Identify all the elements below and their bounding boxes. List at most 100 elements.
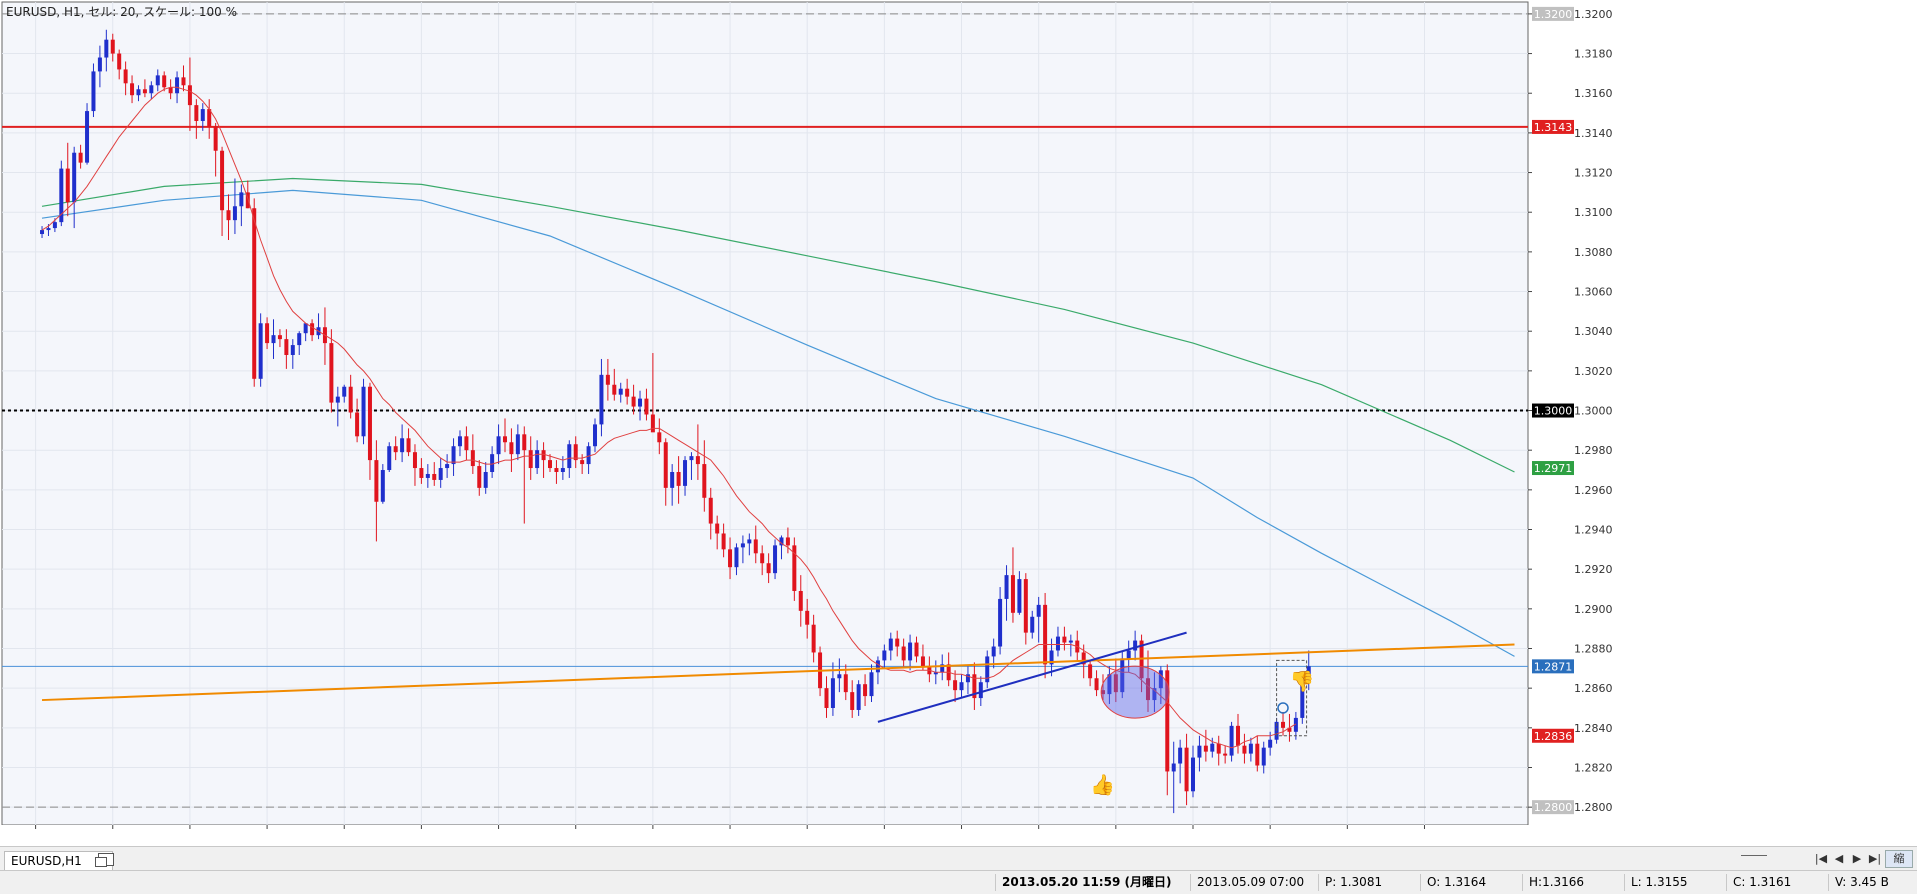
candle-body [438, 468, 443, 480]
candle-body [1165, 670, 1170, 772]
candle-body [843, 674, 848, 693]
chart-area[interactable]: 1.3200 1.3180 1.3160 1.3140 1.3120 1.3100 1.30… [0, 0, 1917, 830]
candle-body [985, 656, 990, 683]
candle-body [573, 444, 578, 461]
candle-body [168, 87, 173, 94]
candle-body [1184, 747, 1189, 792]
restore-window-icon[interactable] [95, 853, 114, 867]
y-tick-label: 1.3080 [1574, 246, 1613, 259]
candle-body [85, 111, 90, 163]
candle-body [226, 210, 231, 221]
candle-body [1287, 727, 1292, 732]
candle-body [1223, 753, 1228, 756]
candle-body [715, 523, 720, 534]
candle-body [1300, 682, 1305, 718]
candle-body [1171, 763, 1176, 772]
candle-body [1120, 658, 1125, 693]
candle-body [991, 646, 996, 657]
candle-body [695, 456, 700, 465]
candle-body [554, 468, 559, 473]
candle-body [1107, 674, 1112, 695]
candle-body [1094, 678, 1099, 691]
y-tick-label: 1.3200 [1574, 8, 1613, 21]
status-high: H:1.3166 [1522, 874, 1584, 891]
candle-body [136, 89, 141, 96]
candle-body [271, 335, 276, 344]
candle-body [162, 75, 167, 88]
candle-body [367, 386, 372, 461]
scroll-next-icon[interactable]: ▶ [1852, 852, 1862, 865]
chart-scale-icon[interactable]: 縮 [1885, 850, 1913, 868]
candle-body [110, 39, 115, 54]
candle-body [1203, 745, 1208, 752]
candle-body [689, 456, 694, 461]
candle-body [1049, 650, 1054, 665]
candle-body [612, 384, 617, 395]
candle-body [676, 472, 681, 486]
candle-body [593, 424, 598, 447]
candle-body [670, 472, 675, 488]
candle-body [837, 674, 842, 679]
candle-body [310, 323, 315, 336]
price-tag [1532, 461, 1574, 476]
candle-body [1055, 636, 1060, 651]
scroll-last-icon[interactable]: ▶| [1868, 852, 1882, 865]
candle-body [1100, 690, 1105, 695]
candle-body [728, 549, 733, 568]
trendline [877, 631, 1187, 723]
candle-body [702, 464, 707, 498]
candle-body [496, 436, 501, 455]
candle-body [412, 452, 417, 469]
candle-body [1017, 579, 1022, 613]
status-low: L: 1.3155 [1624, 874, 1688, 891]
y-tick-label: 1.2820 [1574, 761, 1613, 774]
price-tag [1532, 728, 1574, 743]
candle-body [1152, 688, 1157, 701]
candle-body [920, 656, 925, 667]
candle-body [998, 598, 1003, 647]
candle-body [149, 85, 154, 94]
candle-body [265, 323, 270, 344]
status-price: P: 1.3081 [1318, 874, 1382, 891]
candle-body [361, 386, 366, 437]
chart-tab[interactable]: EURUSD,H1 × [4, 851, 113, 870]
candle-body [580, 460, 585, 465]
candle-body [875, 660, 880, 673]
price-tag [1532, 800, 1574, 815]
candle-body [1113, 674, 1118, 693]
candle-body [451, 446, 456, 465]
candle-body [863, 684, 868, 697]
scroll-first-icon[interactable]: |◀ [1814, 852, 1828, 865]
candle-body [425, 473, 430, 478]
y-tick-label: 1.3040 [1574, 325, 1613, 338]
candle-body [1081, 652, 1086, 665]
candle-body [882, 650, 887, 661]
candle-body [548, 460, 552, 469]
candle-body [1216, 743, 1221, 754]
candle-body [78, 152, 83, 163]
candle-body [303, 323, 308, 334]
candle-body [1043, 604, 1048, 665]
candle-body [1030, 616, 1035, 633]
price-tag-label: 1.3143 [1534, 121, 1573, 134]
candle-body [1210, 743, 1215, 752]
candle-body [1178, 747, 1183, 764]
candle-body [194, 105, 199, 121]
candle-body [393, 446, 398, 453]
candle-body [380, 470, 385, 502]
scroll-prev-icon[interactable]: ◀ [1834, 852, 1844, 865]
candle-body [567, 444, 572, 469]
y-tick-label: 1.3160 [1574, 87, 1613, 100]
candle-body [123, 69, 128, 84]
y-tick-label: 1.3060 [1574, 286, 1613, 299]
candle-body [740, 543, 745, 548]
candle-body [1229, 725, 1234, 756]
candle-body [869, 672, 874, 697]
y-tick-label: 1.2960 [1574, 484, 1613, 497]
scroll-slider[interactable] [1741, 855, 1767, 862]
scroll-controls: |◀ ◀ ▶ ▶| 縮 [1813, 850, 1913, 868]
candle-body [535, 450, 540, 469]
candle-body [721, 533, 726, 550]
candle-body [1158, 670, 1163, 689]
price-chart[interactable]: 1.3200 1.3180 1.3160 1.3140 1.3120 1.3100 1.30… [0, 0, 1917, 830]
